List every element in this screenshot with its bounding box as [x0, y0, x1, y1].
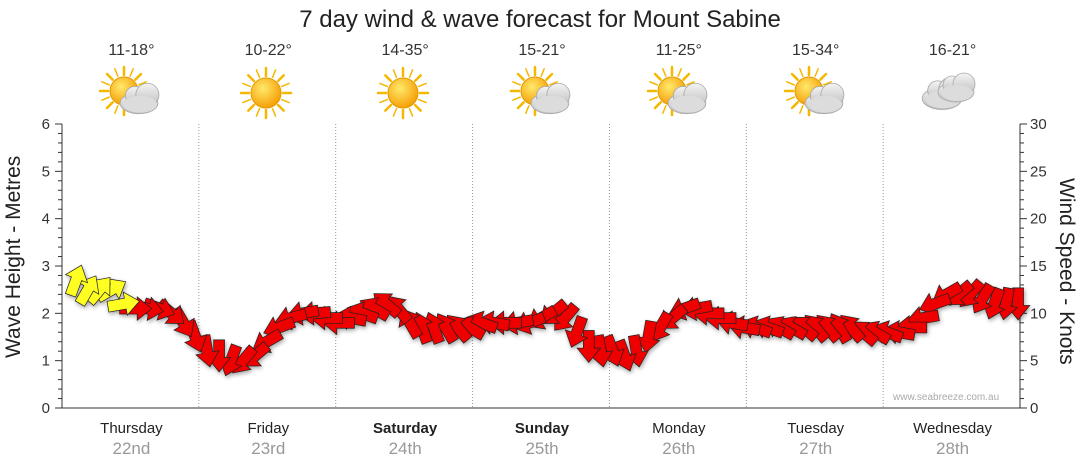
day-name: Sunday	[514, 420, 570, 437]
x-tick-label-monday: Monday 26th	[611, 420, 747, 459]
day-date: 26th	[662, 439, 696, 458]
watermark: www.seabreeze.com.au	[893, 392, 1000, 403]
wind-arrow	[106, 291, 141, 316]
day-date: 24th	[388, 439, 422, 458]
day-date: 25th	[525, 439, 559, 458]
day-date: 28th	[936, 439, 970, 458]
sun-icon	[370, 64, 440, 122]
day-forecast-monday: 11-25°	[611, 42, 747, 122]
sun-cloud-icon	[781, 64, 851, 122]
x-tick-label-sunday: Sunday 25th	[474, 420, 610, 459]
y-left-tick-label: 5	[42, 163, 50, 180]
y-right-tick-label: 25	[1030, 163, 1047, 180]
day-name: Thursday	[100, 420, 163, 437]
day-name: Tuesday	[787, 420, 845, 437]
sun-cloud-icon	[644, 64, 714, 122]
day-forecast-friday: 10-22°	[200, 42, 336, 122]
y-left-tick-label: 0	[42, 400, 50, 417]
wind-arrow	[576, 330, 602, 364]
sun-cloud-icon	[507, 64, 577, 122]
day-name: Saturday	[373, 420, 438, 437]
x-tick-label-tuesday: Tuesday 27th	[748, 420, 884, 459]
x-tick-label-thursday: Thursday 22nd	[63, 420, 199, 459]
temperature-range: 16-21°	[928, 42, 977, 59]
temperature-range: 11-25°	[655, 42, 702, 59]
day-forecast-tuesday: 15-34°	[748, 42, 884, 122]
y-left-tick-label: 2	[42, 305, 50, 322]
temperature-range: 11-18°	[108, 42, 155, 59]
wind-arrow	[64, 264, 89, 298]
y-right-tick-label: 10	[1030, 305, 1047, 322]
cloud-icon	[918, 64, 988, 122]
day-forecast-saturday: 14-35°	[337, 42, 473, 122]
temperature-range: 15-21°	[518, 42, 566, 59]
x-tick-label-friday: Friday 23rd	[200, 420, 336, 459]
y-right-tick-label: 15	[1030, 258, 1047, 275]
y-left-tick-label: 3	[42, 258, 50, 275]
day-forecast-thursday: 11-18°	[63, 42, 199, 122]
day-date: 23rd	[251, 439, 286, 458]
day-name: Wednesday	[913, 420, 993, 437]
temperature-range: 10-22°	[244, 42, 292, 59]
y-left-tick-label: 1	[42, 353, 50, 370]
y-right-tick-label: 0	[1030, 400, 1038, 417]
sun-cloud-icon	[96, 64, 166, 122]
sun-icon	[233, 64, 303, 122]
wind-arrow	[564, 314, 589, 348]
y-right-tick-label: 5	[1030, 353, 1038, 370]
day-date: 27th	[799, 439, 833, 458]
y-left-tick-label: 6	[42, 116, 50, 133]
day-name: Friday	[247, 420, 290, 437]
y-right-tick-label: 20	[1030, 211, 1047, 228]
y-right-tick-label: 30	[1030, 116, 1047, 133]
chart-title: 7 day wind & wave forecast for Mount Sab…	[299, 6, 781, 33]
temperature-range: 15-34°	[792, 42, 840, 59]
day-date: 22nd	[112, 439, 151, 458]
x-tick-label-saturday: Saturday 24th	[337, 420, 473, 459]
day-forecast-wednesday: 16-21°	[885, 42, 1021, 122]
temperature-range: 14-35°	[381, 42, 429, 59]
day-forecast-sunday: 15-21°	[474, 42, 610, 122]
wind-arrow	[74, 275, 100, 307]
day-name: Monday	[652, 420, 706, 437]
y-left-tick-label: 4	[42, 211, 50, 228]
x-tick-label-wednesday: Wednesday 28th	[885, 420, 1021, 459]
wind-arrow	[206, 339, 232, 373]
